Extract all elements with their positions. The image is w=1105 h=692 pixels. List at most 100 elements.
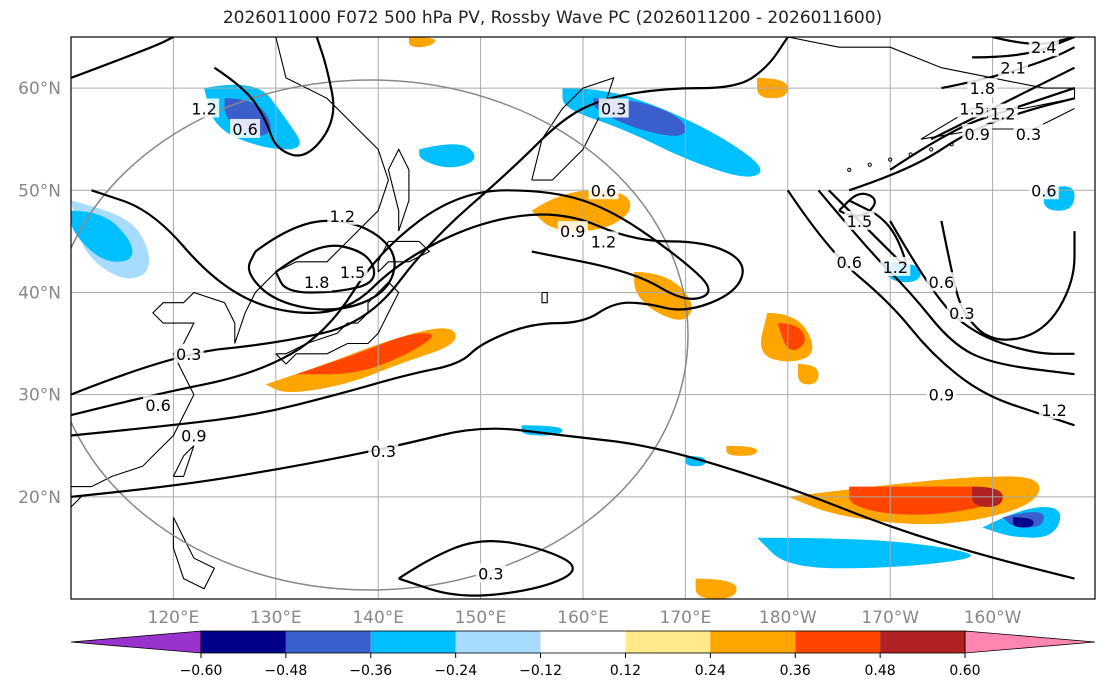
pv-anomaly-area-13 [777, 323, 805, 350]
pv-anomaly-area-28 [408, 37, 436, 48]
contour-labels: 1.2 0.6 0.3 0.6 0.9 1.2 1.2 1.8 1.5 0.3 0.6 0.9 0.3 0… [143, 37, 1070, 583]
colorbar-tick-label: 0.48 [865, 663, 896, 679]
contour-label: 0.6 [232, 120, 257, 139]
colorbar-tick-label: 0.60 [949, 663, 980, 679]
pv-anomaly-area-26 [798, 364, 819, 385]
contour-label-bg [998, 57, 1029, 77]
region-circle [71, 79, 689, 591]
coastline-6 [172, 445, 195, 477]
colorbar-tick-label: 0.24 [695, 663, 726, 679]
contour-label-bg [143, 394, 174, 414]
lon-tick-label: 170°W [861, 608, 919, 628]
colorbar-bin [201, 631, 286, 653]
contour-label: 0.9 [181, 427, 206, 446]
pv-contour-1.5 [930, 66, 1075, 141]
colorbar-tick-label: −0.36 [349, 663, 392, 679]
contour-label-bg [987, 103, 1018, 123]
pv-contour-0.6 [71, 189, 710, 417]
coastline-3 [387, 148, 410, 232]
lat-tick-label: 60°N [18, 79, 61, 99]
map-title: 2026011000 F072 500 hPa PV, Rossby Wave … [222, 8, 883, 28]
lon-tick-label: 160°W [964, 608, 1022, 628]
contour-label: 1.8 [970, 79, 995, 98]
colorbar-tick-label: −0.48 [264, 663, 307, 679]
colorbar-bin [625, 631, 711, 653]
contour-label: 0.9 [965, 125, 990, 144]
colorbar-bin [710, 631, 796, 653]
lat-tick-label: 50°N [18, 181, 61, 201]
colorbar-frame [200, 630, 966, 654]
pv-contour-0.6 [889, 220, 1075, 355]
pv-anomaly-area-20 [757, 537, 971, 569]
contour-label: 0.6 [929, 273, 954, 292]
contour-label: 1.5 [340, 263, 365, 282]
longitude-axis: 120°E 130°E 140°E 150°E 160°E 170°E 180°W 170°W… [148, 608, 1022, 628]
colorbar-tick-label: −0.24 [434, 663, 477, 679]
lon-tick-label: 140°E [352, 608, 404, 628]
colorbar-bin [540, 631, 626, 653]
pv-anomaly-area-25 [726, 445, 758, 456]
coastline-4 [531, 77, 615, 181]
contour-label-bg [880, 256, 911, 276]
lat-tick-label: 30°N [18, 386, 61, 406]
pv-anomaly-area-15 [849, 486, 999, 515]
pv-anomaly-area-19 [1013, 517, 1034, 528]
lon-tick-label: 170°E [660, 608, 712, 628]
contour-label: 0.6 [1031, 181, 1056, 200]
pv-contour-0.3 [71, 427, 1075, 580]
contour-label-bg [844, 210, 875, 230]
contour-label-bg [178, 425, 209, 445]
island-mark [929, 147, 934, 152]
contour-label: 0.3 [176, 345, 201, 364]
pv-anomaly-area-24 [685, 455, 706, 467]
pv-anomaly-area-6 [71, 210, 133, 262]
pv-contour-0.3 [71, 37, 789, 396]
contour-label: 0.6 [837, 253, 862, 272]
contour-label-bg [1028, 180, 1059, 200]
colorbar-bin [795, 631, 881, 653]
pv-contour-1.2 [247, 219, 396, 311]
contour-label: 1.8 [304, 273, 329, 292]
colorbar-tick-label: −0.60 [180, 663, 223, 679]
island-mark [888, 157, 893, 162]
contour-label-bg [301, 272, 332, 292]
pv-anomaly-area-27 [695, 578, 737, 599]
lat-tick-label: 40°N [18, 283, 61, 303]
pv-contours [71, 37, 1076, 597]
pv-contour-1.2 [213, 37, 335, 157]
colorbar-bin [370, 631, 456, 653]
colorbar-bin [285, 631, 371, 653]
colorbar: −0.60 −0.48 −0.36 −0.24 −0.12 0.12 0.24 0.36 0.4… [70, 630, 1096, 679]
contour-label: 1.2 [191, 100, 216, 119]
colorbar-tick-label: −0.12 [519, 663, 562, 679]
contour-label-bg [327, 205, 358, 225]
pv-anomaly-area-23 [521, 425, 563, 436]
contour-label: 1.5 [959, 100, 984, 119]
lon-tick-label: 180°W [759, 608, 817, 628]
contour-label: 0.3 [478, 564, 503, 583]
pv-anomaly-area-11 [296, 333, 432, 375]
pv-anomaly-area-9 [634, 272, 692, 320]
contour-label: 2.4 [1031, 38, 1056, 57]
contour-label-bg [926, 272, 957, 292]
contour-label: 1.2 [883, 258, 908, 277]
lon-tick-label: 160°E [557, 608, 609, 628]
contour-label-bg [926, 384, 957, 404]
contour-label: 1.2 [1041, 401, 1066, 420]
pv-anomaly-area-8 [531, 190, 631, 232]
grid-lines [71, 37, 1095, 599]
plot-frame [70, 36, 1096, 600]
island-mark [847, 167, 852, 172]
contour-label: 1.5 [847, 212, 872, 231]
contour-label-bg [230, 118, 261, 138]
contour-label-bg [588, 180, 619, 200]
contour-label: 0.3 [601, 100, 626, 119]
contour-label-bg [475, 563, 506, 583]
contour-label-bg [189, 98, 220, 118]
contour-label-bg [588, 231, 619, 251]
contour-label-bg [967, 78, 998, 98]
colorbar-extend-high [964, 630, 1096, 654]
colorbar-bin [880, 631, 965, 653]
lat-tick-label: 20°N [18, 488, 61, 508]
contour-label-bg [598, 98, 629, 118]
